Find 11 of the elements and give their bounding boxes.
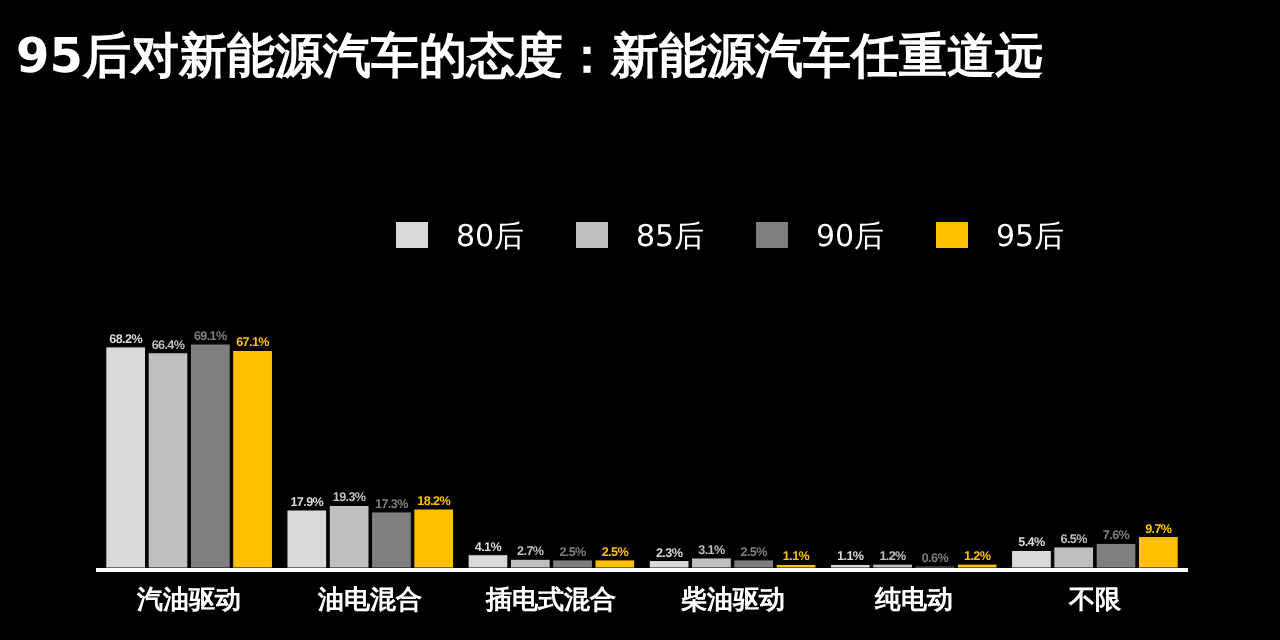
x-tick-label: 纯电动: [872, 586, 953, 616]
legend-label: 80后: [456, 218, 525, 254]
chart-title: 95后对新能源汽车的态度：新能源汽车任重道远: [16, 28, 1043, 84]
x-tick-label: 插电式混合: [484, 584, 617, 616]
legend-label: 95后: [996, 218, 1065, 254]
legend-label: 85后: [636, 218, 705, 254]
x-tick-label: 油电混合: [316, 584, 423, 616]
x-tick-label: 柴油驱动: [678, 584, 785, 616]
x-tick-label: 汽油驱动: [135, 586, 242, 616]
legend-label: 90后: [816, 218, 885, 254]
x-tick-label: 不限: [1066, 586, 1123, 616]
